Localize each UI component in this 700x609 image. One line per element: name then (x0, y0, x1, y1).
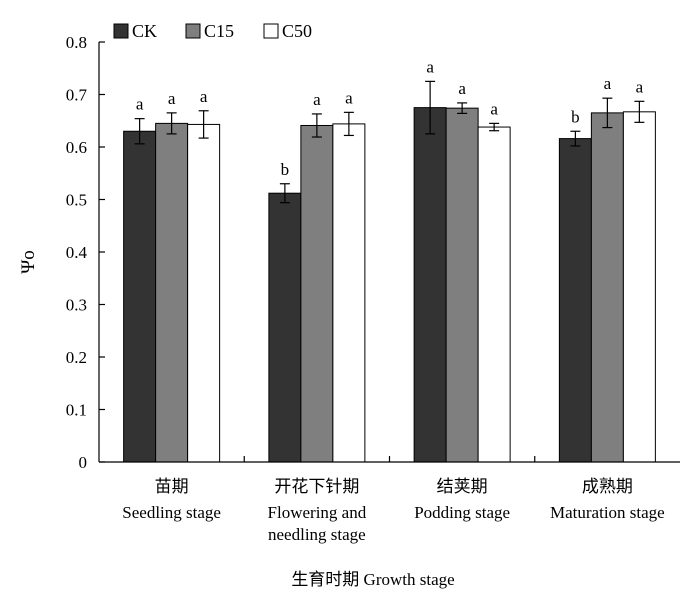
y-tick-label: 0.1 (66, 401, 87, 420)
y-tick-label: 0.8 (66, 33, 87, 52)
significance-label: a (604, 74, 612, 93)
significance-label: a (426, 57, 434, 76)
legend-label: C50 (282, 21, 312, 41)
x-axis-label: 生育时期 Growth stage (291, 570, 454, 589)
significance-label: a (200, 87, 208, 106)
y-tick-label: 0.2 (66, 348, 87, 367)
x-tick-label-zh: 结荚期 (437, 477, 488, 496)
significance-label: a (345, 88, 353, 107)
bar (332, 123, 366, 463)
bars: a a a b a a a a a b a a (123, 57, 656, 463)
x-tick-label-zh: 成熟期 (582, 476, 633, 496)
significance-label: a (490, 99, 498, 118)
significance-label: a (168, 89, 176, 108)
x-tick-label-en: Maturation stage (550, 503, 665, 522)
y-tick-label: 0.7 (66, 86, 88, 105)
significance-label: a (313, 90, 321, 109)
significance-label: a (636, 77, 644, 96)
bar (622, 111, 656, 463)
y-tick-label: 0.3 (66, 296, 87, 315)
bar (268, 192, 302, 463)
significance-label: b (571, 107, 580, 126)
legend-label: C15 (204, 21, 234, 41)
x-tick-label-en: needling stage (268, 525, 366, 544)
y-tick-label: 0.6 (66, 138, 87, 157)
x-tick-label-zh: 开花下针期 (274, 477, 359, 496)
y-tick-label: 0.4 (66, 243, 88, 262)
legend-swatch (185, 23, 201, 39)
legend-swatch (113, 23, 129, 39)
bar (123, 130, 157, 463)
legend: CK C15 C50 (113, 21, 312, 41)
x-axis: 苗期 Seedling stage 开花下针期 Flowering and needli… (99, 456, 680, 544)
legend-swatch (263, 23, 279, 39)
x-tick-label-en: Flowering and (268, 503, 367, 522)
bar (558, 138, 592, 463)
bar (187, 123, 221, 463)
significance-label: a (458, 79, 466, 98)
y-axis-label: Ψo (18, 250, 39, 274)
x-tick-label-en: Podding stage (414, 503, 510, 522)
bar (155, 122, 189, 463)
significance-label: a (136, 95, 144, 114)
significance-label: b (281, 160, 290, 179)
y-tick-label: 0 (79, 453, 88, 472)
y-tick-label: 0.5 (66, 191, 87, 210)
x-tick-label-en: Seedling stage (122, 503, 221, 522)
bar (300, 124, 334, 463)
bar (477, 126, 511, 463)
x-tick-label-zh: 苗期 (155, 477, 189, 496)
y-axis: 0 0.1 0.2 0.3 0.4 0.5 0.6 0.7 0.8 (66, 33, 105, 472)
bar (445, 107, 479, 463)
bar (413, 107, 447, 463)
legend-label: CK (132, 21, 157, 41)
bar (590, 112, 624, 463)
